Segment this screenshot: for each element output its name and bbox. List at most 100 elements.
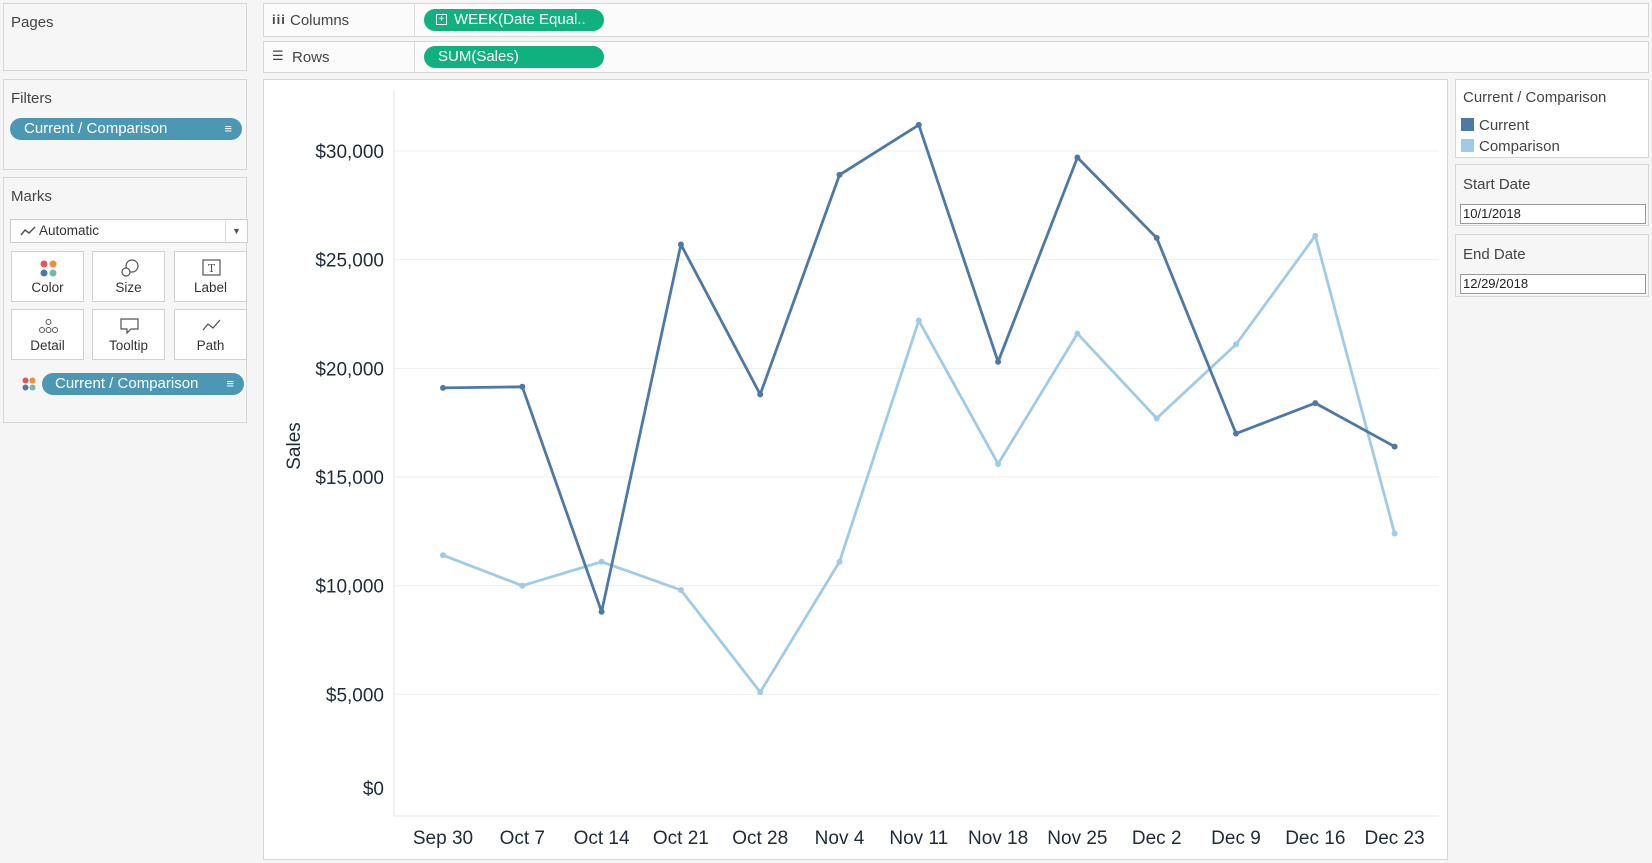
data-point-comparison[interactable] — [519, 582, 526, 589]
detail-card[interactable]: Detail — [11, 309, 84, 360]
data-point-comparison[interactable] — [1312, 232, 1319, 239]
series-line-comparison[interactable] — [442, 234, 1396, 694]
mark-type-label: Automatic — [39, 223, 100, 238]
legend-swatch-current — [1461, 118, 1474, 131]
plus-box-icon: + — [436, 14, 447, 25]
data-point-current[interactable] — [1312, 400, 1319, 407]
path-card-label: Path — [196, 338, 225, 353]
data-point-current[interactable] — [915, 121, 922, 128]
mark-type-dropdown[interactable]: Automatic ▼ — [10, 219, 248, 243]
detail-icon — [39, 319, 58, 333]
data-point-current[interactable] — [598, 608, 605, 615]
data-point-comparison[interactable] — [915, 317, 922, 324]
end-date-input[interactable]: 12/29/2018 — [1460, 274, 1646, 294]
line-chart: $0 $5,000 $10,000 $15,000 $20,000 $25,000 $30,… — [284, 90, 1439, 849]
data-point-comparison[interactable] — [1233, 341, 1239, 348]
legend-swatch-comparison — [1461, 139, 1474, 152]
chevron-down-icon[interactable]: ▼ — [225, 220, 247, 242]
color-card-label: Color — [31, 280, 64, 295]
data-point-comparison[interactable] — [1074, 330, 1081, 337]
path-card[interactable]: Path — [174, 309, 247, 360]
data-point-current[interactable] — [1391, 443, 1398, 450]
legend-label-comparison: Comparison — [1479, 138, 1560, 155]
data-point-current[interactable] — [677, 241, 684, 248]
tooltip-icon — [120, 318, 139, 335]
data-point-comparison[interactable] — [836, 558, 843, 565]
x-tick-label: Oct 14 — [574, 828, 630, 849]
x-tick-label: Oct 21 — [653, 828, 709, 849]
start-date-parameter: Start Date 10/1/2018 — [1455, 164, 1649, 226]
columns-label: Columns — [290, 12, 350, 29]
data-point-comparison[interactable] — [995, 460, 1002, 467]
rows-shelf-divider — [414, 42, 415, 72]
svg-text:T: T — [208, 262, 216, 275]
data-point-current[interactable] — [519, 383, 526, 390]
x-tick-label: Dec 23 — [1364, 828, 1424, 849]
rows-pill-label: SUM(Sales) — [438, 48, 519, 65]
data-point-comparison[interactable] — [757, 689, 764, 696]
end-date-parameter: End Date 12/29/2018 — [1455, 234, 1649, 297]
y-tick-label: $20,000 — [315, 359, 384, 380]
data-point-comparison[interactable] — [440, 552, 446, 559]
rows-label: Rows — [292, 49, 330, 66]
data-point-comparison[interactable] — [1153, 415, 1160, 422]
filters-panel[interactable]: Filters Current / Comparison ≡ — [3, 79, 247, 170]
y-tick-label: $30,000 — [315, 142, 384, 163]
y-axis-title: Sales — [284, 422, 305, 470]
x-tick-label: Oct 28 — [732, 828, 788, 849]
start-date-input[interactable]: 10/1/2018 — [1460, 204, 1646, 224]
filter-pill-label: Current / Comparison — [24, 120, 168, 137]
marks-title: Marks — [11, 188, 52, 205]
tooltip-card-label: Tooltip — [108, 338, 149, 353]
start-date-title: Start Date — [1463, 176, 1531, 193]
y-tick-label: $15,000 — [315, 468, 384, 489]
columns-shelf[interactable]: iii Columns + WEEK(Date Equal.. — [263, 3, 1649, 37]
size-card[interactable]: Size — [92, 251, 165, 302]
color-legend[interactable]: Current / Comparison Current Comparison — [1455, 79, 1649, 158]
color-icon — [40, 260, 57, 277]
filter-current-comparison-pill[interactable]: Current / Comparison ≡ — [10, 118, 242, 140]
y-tick-label: $25,000 — [315, 251, 384, 272]
y-tick-label: $0 — [363, 779, 384, 800]
rows-icon: ☰ — [272, 48, 284, 63]
legend-item-current[interactable]: Current — [1461, 117, 1529, 135]
tooltip-card[interactable]: Tooltip — [92, 309, 165, 360]
columns-week-pill[interactable]: + WEEK(Date Equal.. — [424, 9, 604, 31]
data-point-comparison[interactable] — [598, 558, 605, 565]
sort-icon: ≡ — [224, 121, 232, 136]
view-canvas[interactable]: $0 $5,000 $10,000 $15,000 $20,000 $25,000 $30,… — [263, 79, 1448, 860]
legend-item-comparison[interactable]: Comparison — [1461, 138, 1560, 156]
x-tick-label: Nov 11 — [889, 828, 948, 849]
label-card[interactable]: T Label — [174, 251, 247, 302]
filters-title: Filters — [11, 90, 52, 107]
legend-label-current: Current — [1479, 117, 1530, 134]
sort-icon: ≡ — [226, 376, 234, 391]
x-tick-label: Sep 30 — [413, 828, 473, 849]
color-card[interactable]: Color — [11, 251, 84, 302]
color-encoding-icon — [22, 377, 36, 391]
y-tick-label: $10,000 — [315, 577, 384, 598]
rows-shelf[interactable]: ☰ Rows SUM(Sales) — [263, 41, 1649, 73]
x-tick-label: Nov 25 — [1047, 828, 1107, 849]
columns-icon: iii — [272, 12, 286, 27]
size-icon — [121, 259, 139, 277]
data-point-current[interactable] — [995, 358, 1002, 365]
data-point-current[interactable] — [836, 171, 843, 178]
x-tick-label: Dec 16 — [1285, 828, 1345, 849]
pages-title: Pages — [11, 14, 54, 31]
detail-card-label: Detail — [30, 338, 65, 353]
data-point-comparison[interactable] — [677, 587, 684, 594]
data-point-current[interactable] — [1153, 234, 1160, 241]
columns-shelf-divider — [414, 4, 415, 36]
marks-color-pill[interactable]: Current / Comparison ≡ — [42, 373, 244, 395]
rows-sum-sales-pill[interactable]: SUM(Sales) — [424, 46, 604, 68]
label-card-label: Label — [193, 280, 228, 295]
data-point-current[interactable] — [1233, 430, 1239, 437]
data-point-current[interactable] — [757, 391, 764, 398]
data-point-current[interactable] — [1074, 154, 1081, 161]
data-point-comparison[interactable] — [1391, 530, 1398, 537]
marks-color-pill-label: Current / Comparison — [55, 375, 199, 392]
pages-panel[interactable]: Pages — [3, 3, 247, 71]
x-tick-label: Dec 2 — [1132, 828, 1182, 849]
data-point-current[interactable] — [440, 384, 446, 391]
